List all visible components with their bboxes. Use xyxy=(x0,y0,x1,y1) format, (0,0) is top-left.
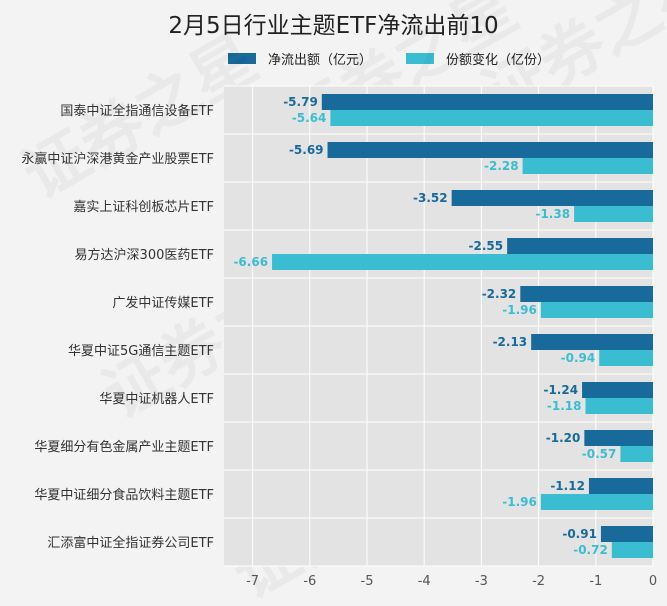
value-label-share-change: -1.96 xyxy=(502,303,537,317)
value-label-net-outflow: -0.91 xyxy=(562,527,597,541)
bar-share-change[interactable] xyxy=(540,302,653,318)
bar-net-outflow[interactable] xyxy=(321,94,653,110)
bar-share-change[interactable] xyxy=(522,158,653,174)
bar-net-outflow[interactable] xyxy=(584,430,653,446)
category-label: 华夏细分有色金属产业主题ETF xyxy=(34,439,214,455)
bar-share-change[interactable] xyxy=(620,446,653,462)
bar-share-change[interactable] xyxy=(574,206,653,222)
value-label-share-change: -0.72 xyxy=(573,543,608,557)
value-label-net-outflow: -1.12 xyxy=(550,479,585,493)
bars-layer xyxy=(272,94,653,558)
category-label: 华夏中证机器人ETF xyxy=(99,392,214,407)
x-tick-label: -1 xyxy=(589,574,602,589)
grid-lines xyxy=(224,85,654,567)
x-tick-label: -2 xyxy=(532,574,545,589)
x-tick-label: -3 xyxy=(475,574,488,589)
value-label-share-change: -0.94 xyxy=(561,351,596,365)
bar-net-outflow[interactable] xyxy=(451,190,653,206)
legend-item-share-change[interactable]: 份额变化（亿份） xyxy=(406,49,550,68)
category-label: 汇添富中证全指证券公司ETF xyxy=(47,535,214,551)
bar-net-outflow[interactable] xyxy=(588,478,653,494)
value-label-share-change: -1.18 xyxy=(547,399,582,413)
value-label-net-outflow: -1.20 xyxy=(546,431,581,445)
category-label: 华夏中证细分食品饮料主题ETF xyxy=(34,487,214,503)
value-label-share-change: -2.28 xyxy=(484,159,519,173)
legend-label-net-outflow: 净流出额（亿元） xyxy=(268,52,373,68)
bar-share-change[interactable] xyxy=(585,398,653,414)
value-label-share-change: -5.64 xyxy=(292,111,327,125)
bar-share-change[interactable] xyxy=(599,350,653,366)
value-label-net-outflow: -1.24 xyxy=(543,383,578,397)
category-label: 国泰中证全指通信设备ETF xyxy=(60,103,214,119)
x-tick-label: -7 xyxy=(246,574,259,589)
bar-net-outflow[interactable] xyxy=(507,238,653,254)
value-label-net-outflow: -5.69 xyxy=(289,143,324,157)
x-tick-label: -6 xyxy=(303,574,316,589)
chart-title: 2月5日行业主题ETF净流出前10 xyxy=(168,13,499,39)
x-axis: -7 -6 -5 -4 -3 -2 -1 0 xyxy=(246,574,657,589)
x-tick-label: 0 xyxy=(649,574,657,589)
bar-share-change[interactable] xyxy=(272,254,653,270)
bar-net-outflow[interactable] xyxy=(600,526,653,542)
value-label-share-change: -6.66 xyxy=(233,255,268,269)
labels-layer: -5.79 -5.64 国泰中证全指通信设备ETF -5.69 -2.28 永赢中证沪深港… xyxy=(21,95,616,557)
category-label: 易方达沪深300医药ETF xyxy=(75,247,214,263)
bar-net-outflow[interactable] xyxy=(531,334,653,350)
category-label: 嘉实上证科创板芯片ETF xyxy=(73,200,214,215)
category-label: 永赢中证沪深港黄金产业股票ETF xyxy=(21,151,214,167)
value-label-share-change: -1.38 xyxy=(535,207,570,221)
legend-swatch-net-outflow xyxy=(228,52,256,64)
bar-net-outflow[interactable] xyxy=(582,382,653,398)
bar-share-change[interactable] xyxy=(611,542,653,558)
x-tick-label: -5 xyxy=(361,574,374,589)
category-label: 华夏中证5G通信主题ETF xyxy=(68,344,214,359)
value-label-share-change: -1.96 xyxy=(502,495,537,509)
bar-share-change[interactable] xyxy=(330,110,653,126)
legend: 净流出额（亿元） 份额变化（亿份） xyxy=(228,49,584,68)
value-label-net-outflow: -5.79 xyxy=(283,95,318,109)
bar-net-outflow[interactable] xyxy=(327,142,653,158)
bar-share-change[interactable] xyxy=(540,494,653,510)
value-label-net-outflow: -3.52 xyxy=(413,191,448,205)
value-label-share-change: -0.57 xyxy=(582,447,617,461)
bar-net-outflow[interactable] xyxy=(520,286,653,302)
legend-label-share-change: 份额变化（亿份） xyxy=(446,52,551,68)
value-label-net-outflow: -2.32 xyxy=(482,287,517,301)
value-label-net-outflow: -2.13 xyxy=(493,335,528,349)
legend-item-net-outflow[interactable]: 净流出额（亿元） xyxy=(228,49,372,68)
legend-swatch-share-change xyxy=(406,52,435,64)
value-label-net-outflow: -2.55 xyxy=(469,239,504,253)
x-tick-label: -4 xyxy=(418,574,431,589)
category-label: 广发中证传媒ETF xyxy=(112,295,214,311)
